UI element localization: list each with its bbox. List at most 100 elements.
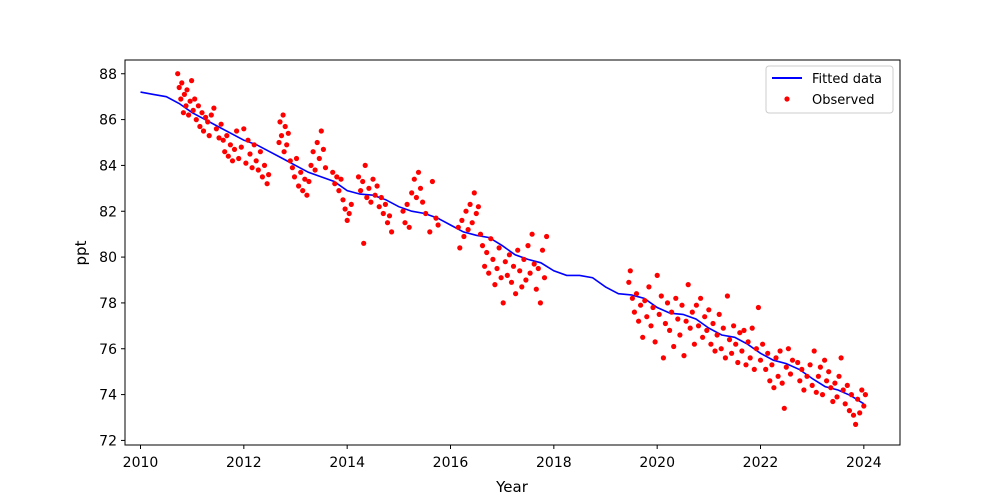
observed-point	[633, 291, 640, 297]
observed-point	[277, 119, 283, 125]
observed-point	[415, 169, 422, 175]
observed-point	[200, 128, 207, 134]
y-axis-ticks: 72 74 76 78 80 82 84 86 88	[99, 67, 125, 449]
observed-point	[477, 231, 484, 237]
observed-point	[374, 183, 380, 189]
observed-point	[529, 231, 535, 237]
observed-point	[830, 398, 836, 405]
observed-point	[813, 389, 819, 395]
observed-point	[208, 112, 214, 118]
observed-point	[322, 165, 329, 171]
observed-point	[811, 348, 817, 354]
x-tick-label: 2014	[329, 455, 365, 471]
observed-point	[176, 84, 182, 91]
observed-point	[360, 178, 366, 185]
observed-point	[378, 194, 384, 201]
observed-point	[280, 112, 286, 118]
observed-point	[535, 265, 541, 272]
observed-point	[807, 362, 813, 368]
observed-point	[531, 261, 537, 267]
observed-point	[236, 155, 242, 162]
observed-point	[638, 302, 644, 308]
observed-point	[261, 162, 268, 168]
observed-point	[284, 142, 290, 148]
observed-point	[231, 146, 238, 152]
observed-point	[184, 87, 190, 93]
observed-point	[340, 197, 346, 203]
observed-point	[330, 169, 336, 175]
legend-label-fitted: Fitted data	[812, 72, 882, 87]
observed-point	[716, 311, 722, 317]
observed-point	[291, 174, 298, 180]
observed-points-layer	[175, 71, 869, 427]
observed-point	[731, 323, 737, 329]
observed-point	[471, 190, 477, 196]
observed-point	[654, 272, 660, 278]
observed-point	[842, 401, 848, 407]
observed-point	[306, 178, 312, 185]
observed-point	[461, 233, 467, 240]
observed-point	[384, 220, 391, 226]
observed-point	[712, 348, 718, 354]
observed-point	[859, 387, 865, 393]
legend-dot-sample	[784, 96, 790, 102]
observed-point	[698, 295, 704, 301]
observed-point	[336, 188, 342, 194]
observed-point	[206, 133, 212, 139]
observed-point	[763, 366, 769, 372]
observed-point	[433, 215, 439, 221]
observed-point	[289, 165, 295, 171]
observed-point	[656, 311, 662, 317]
observed-point	[344, 217, 350, 223]
observed-point	[247, 151, 253, 157]
observed-point	[296, 183, 302, 189]
observed-point	[276, 139, 282, 146]
observed-point	[660, 355, 667, 361]
observed-point	[362, 162, 368, 168]
observed-point	[755, 304, 762, 311]
observed-point	[404, 201, 410, 207]
observed-point	[644, 314, 650, 320]
observed-point	[298, 169, 304, 175]
observed-point	[197, 123, 203, 130]
observed-point	[765, 350, 771, 356]
observed-point	[828, 385, 834, 391]
observed-point	[358, 188, 364, 194]
observed-point	[747, 355, 753, 361]
observed-point	[406, 224, 412, 230]
observed-point	[527, 270, 533, 276]
observed-point	[320, 146, 326, 152]
observed-point	[310, 149, 316, 155]
observed-point	[636, 318, 642, 324]
observed-point	[640, 334, 646, 340]
observed-point	[848, 392, 855, 398]
observed-point	[787, 371, 794, 377]
observed-point	[506, 252, 512, 258]
observed-point	[282, 123, 288, 130]
observed-point	[205, 119, 211, 125]
observed-point	[402, 220, 408, 226]
observed-point	[693, 302, 700, 308]
observed-point	[411, 176, 417, 182]
observed-point	[255, 167, 261, 173]
observed-point	[189, 78, 195, 84]
observed-point	[465, 227, 471, 233]
y-tick-label: 78	[99, 296, 117, 312]
observed-point	[515, 247, 521, 253]
observed-point	[479, 243, 486, 249]
observed-point	[175, 71, 181, 77]
observed-point	[741, 327, 747, 333]
observed-point	[380, 210, 386, 217]
observed-point	[523, 277, 529, 283]
observed-point	[293, 155, 300, 162]
observed-point	[809, 382, 815, 388]
observed-point	[459, 217, 465, 223]
observed-point	[737, 330, 743, 336]
observed-point	[525, 243, 531, 249]
observed-point	[469, 220, 475, 226]
observed-point	[669, 309, 675, 315]
observed-point	[753, 346, 760, 352]
observed-point	[695, 323, 702, 329]
observed-point	[855, 396, 861, 402]
fitted-line-layer	[140, 91, 865, 405]
